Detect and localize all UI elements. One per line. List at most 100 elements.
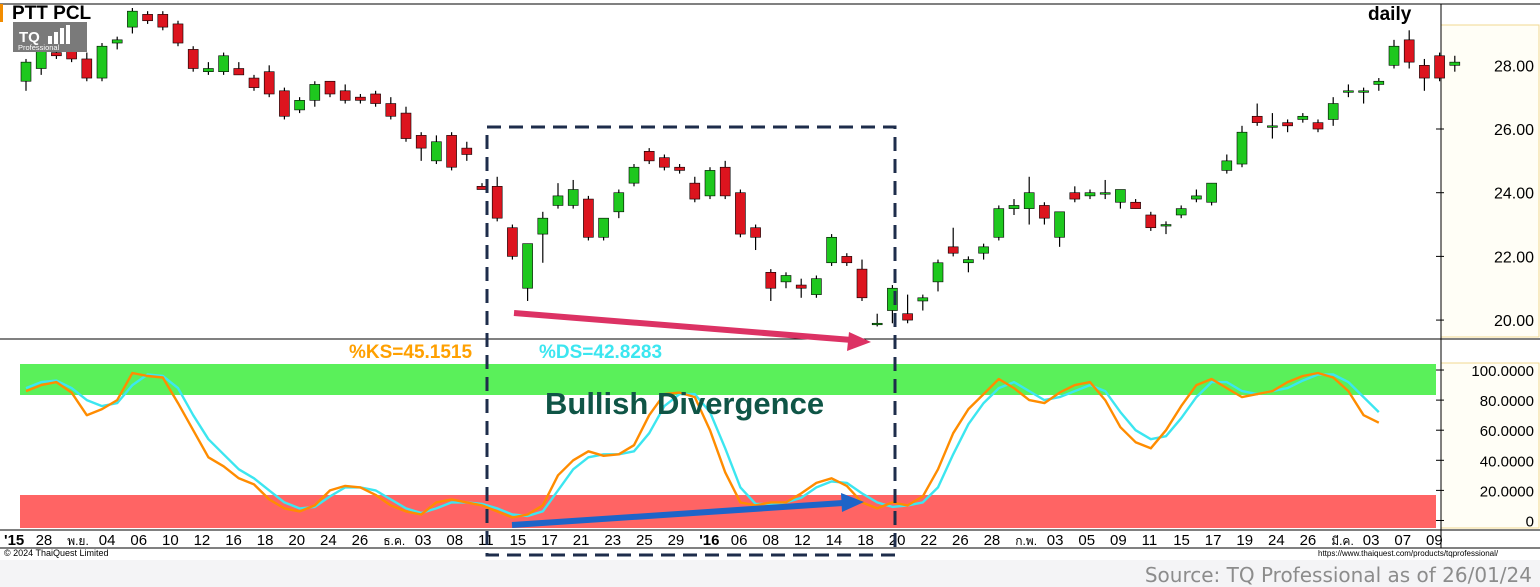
candle-up xyxy=(431,141,442,162)
date-tick-label: มี.ค. xyxy=(1331,534,1354,548)
candle-down xyxy=(415,135,427,149)
candle-up xyxy=(780,275,792,283)
candle-down xyxy=(233,68,245,76)
candlestick-series xyxy=(20,8,1461,327)
date-tick-label: 14 xyxy=(826,532,843,549)
logo-text: TQ xyxy=(19,29,40,46)
candle-up xyxy=(35,49,47,69)
candle-up xyxy=(1206,182,1217,203)
price-lower-low-arrow xyxy=(513,310,853,343)
ks-readout: %KS=45.1515 xyxy=(349,342,472,363)
date-tick-label: 08 xyxy=(446,532,463,549)
candle-up xyxy=(963,259,974,264)
candle-up xyxy=(309,84,321,101)
price-tick-label: 20.00 xyxy=(1494,313,1534,330)
candle-down xyxy=(659,157,670,168)
candle-up xyxy=(1084,192,1096,197)
candle-up xyxy=(1327,103,1339,120)
candle-up xyxy=(871,322,883,326)
date-tick-label: 09 xyxy=(1110,532,1127,549)
price-axis-panel xyxy=(1440,24,1540,338)
timeframe-label: daily xyxy=(1368,4,1412,25)
stoch-higher-low-arrow xyxy=(511,500,844,528)
date-tick-label: 06 xyxy=(731,532,748,549)
stoch-tick-label: 60.0000 xyxy=(1480,423,1534,440)
date-tick-label: 22 xyxy=(920,532,937,549)
date-tick-label: พ.ย. xyxy=(67,534,89,548)
candle-down xyxy=(51,52,62,57)
candle-up xyxy=(218,55,229,72)
date-tick-label: 16 xyxy=(225,532,242,549)
logo-bar-icon xyxy=(66,25,70,44)
candle-up xyxy=(1267,125,1278,128)
candle-down xyxy=(385,103,397,117)
candle-down xyxy=(719,166,731,197)
price-tick-label: 26.00 xyxy=(1494,122,1534,139)
title-accent-bar xyxy=(0,4,3,22)
date-tick-label: 17 xyxy=(1205,532,1222,549)
price-arrow-head xyxy=(847,332,871,351)
date-tick-label: 15 xyxy=(510,532,527,549)
candle-up xyxy=(1297,115,1309,120)
date-tick-label: 03 xyxy=(1363,532,1380,549)
chart-title: PTT PCL xyxy=(12,3,92,24)
candle-down xyxy=(1403,39,1415,63)
date-tick-label: 29 xyxy=(668,532,685,549)
candle-down xyxy=(370,93,381,104)
date-tick-label: 25 xyxy=(636,532,653,549)
date-tick-label: 24 xyxy=(320,532,337,549)
divergence-annotations xyxy=(485,125,897,557)
candle-down xyxy=(795,284,807,289)
candle-up xyxy=(826,236,837,264)
date-axis-labels: '15 28 พ.ย. 04 06 10 12 16 18 20 24 26 ธ.ค. 03 08 11 15 1… xyxy=(4,532,1443,549)
candle-down xyxy=(446,135,457,168)
candle-down xyxy=(689,182,701,200)
candle-down xyxy=(735,192,746,235)
date-tick-label: 20 xyxy=(288,532,305,549)
candle-down xyxy=(674,166,685,171)
ds-readout: %DS=42.8283 xyxy=(539,342,662,363)
candle-down xyxy=(1145,214,1157,229)
date-tick-label: 19 xyxy=(1236,532,1253,549)
date-tick-label: 28 xyxy=(36,532,53,549)
candle-down xyxy=(856,268,868,299)
price-axis-ticks: 20.00 22.00 24.00 26.00 28.00 xyxy=(1436,58,1534,330)
candle-down xyxy=(339,90,351,101)
candle-up xyxy=(111,39,123,44)
candle-up xyxy=(127,10,138,28)
candle-up xyxy=(1449,61,1461,66)
logo-bar-icon xyxy=(48,36,52,44)
candle-down xyxy=(1312,122,1324,130)
price-tick-label: 28.00 xyxy=(1494,58,1534,75)
candle-down xyxy=(187,49,199,69)
candle-up xyxy=(993,208,1005,238)
date-tick-label: 04 xyxy=(99,532,116,549)
candle-down xyxy=(1419,65,1430,79)
candle-up xyxy=(917,297,929,302)
candle-up xyxy=(1191,195,1202,200)
divergence-dashed-box xyxy=(485,125,897,557)
candle-down xyxy=(841,256,853,264)
candle-down xyxy=(1251,115,1263,123)
candle-down xyxy=(902,313,913,321)
candle-up xyxy=(96,45,108,79)
candle-up xyxy=(887,287,898,311)
date-tick-label: 05 xyxy=(1078,532,1095,549)
stoch-tick-label: 40.0000 xyxy=(1480,453,1534,470)
price-tick-label: 24.00 xyxy=(1494,186,1534,203)
candle-up xyxy=(1236,131,1248,165)
logo-subtext: Professional xyxy=(18,43,60,52)
candle-up xyxy=(1358,90,1369,93)
date-tick-label: ก.พ. xyxy=(1015,534,1037,548)
candle-down xyxy=(248,77,260,88)
candle-up xyxy=(1023,192,1035,209)
date-tick-label: 20 xyxy=(889,532,906,549)
ks-line xyxy=(25,371,1380,519)
candle-up xyxy=(522,243,533,289)
date-tick-label: 15 xyxy=(1173,532,1190,549)
stoch-tick-label: 20.0000 xyxy=(1480,483,1534,500)
date-tick-label: 23 xyxy=(604,532,621,549)
logo-bar-icon xyxy=(60,28,64,44)
candle-up xyxy=(552,195,564,206)
date-tick-label: 28 xyxy=(984,532,1001,549)
